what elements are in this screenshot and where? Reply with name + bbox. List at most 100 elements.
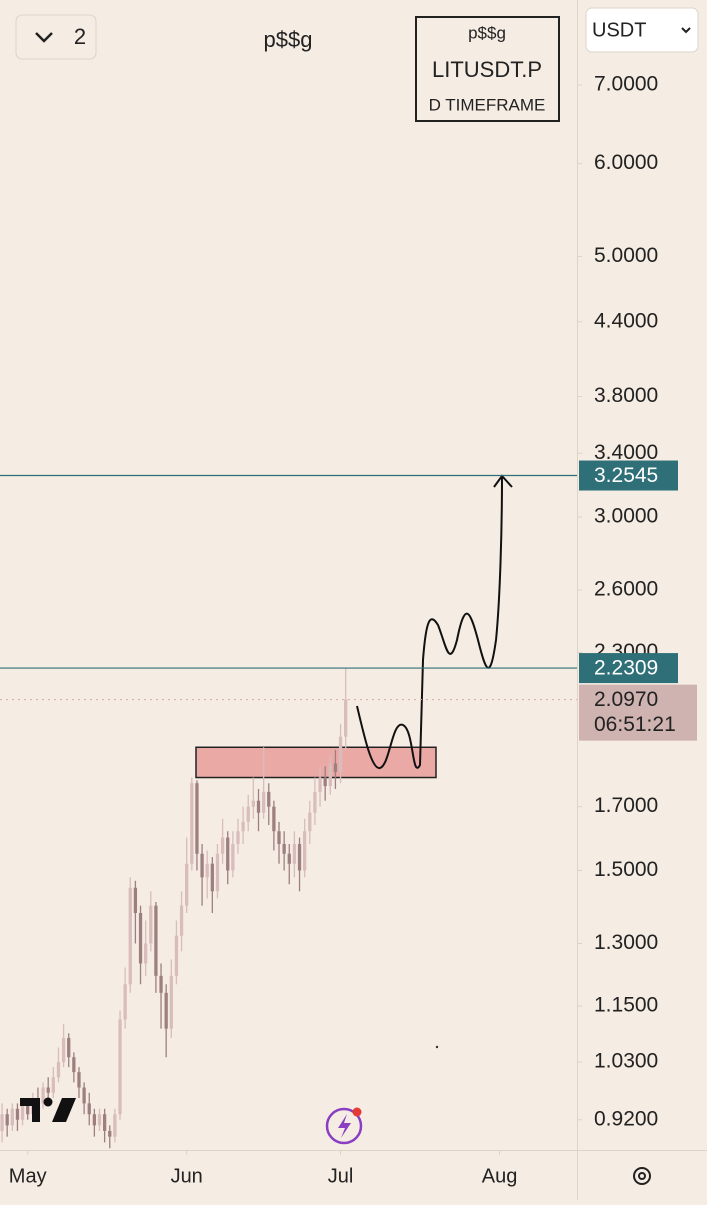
candle-body	[251, 800, 256, 807]
bolt-icon	[338, 1114, 351, 1138]
x-tick-label: Aug	[482, 1165, 518, 1187]
candle-body	[102, 1114, 107, 1131]
candle-body	[113, 1114, 117, 1137]
candle-body	[313, 791, 317, 813]
candle-body	[338, 736, 343, 772]
settings-icon-center	[638, 1172, 646, 1180]
candle-body	[344, 699, 348, 737]
y-tick-label: 2.6000	[594, 578, 658, 601]
countdown-label: 06:51:21	[594, 713, 676, 736]
price-tag-label: 2.2309	[594, 657, 658, 680]
candle-body	[287, 853, 291, 864]
candle-body	[241, 821, 245, 832]
candle-body	[210, 863, 214, 892]
last-price-tag	[579, 684, 697, 741]
y-tick-label: 1.3000	[594, 931, 658, 954]
candle-body	[144, 943, 148, 964]
x-tick-label: Jun	[171, 1165, 203, 1187]
demand-zone	[195, 746, 437, 779]
x-tick-label: May	[9, 1165, 47, 1187]
candle-body	[318, 777, 322, 792]
candle-body	[128, 887, 132, 985]
candle-body	[220, 837, 225, 854]
candle-body	[256, 800, 261, 813]
candle-body	[292, 843, 297, 864]
y-tick-label: 1.5000	[594, 858, 658, 881]
y-tick-label: 0.9200	[594, 1107, 658, 1130]
candle-body	[190, 783, 194, 864]
y-tick-label: 6.0000	[594, 151, 658, 174]
candle-body	[123, 984, 127, 1020]
candle-body	[205, 863, 209, 878]
info-watermark: p$$g	[468, 23, 506, 42]
settings-icon[interactable]	[633, 1167, 651, 1185]
candle-body	[231, 843, 235, 871]
candle-body	[67, 1037, 71, 1058]
candle-body	[323, 777, 327, 787]
candle-body	[236, 831, 240, 844]
candle-body	[118, 1019, 122, 1115]
price-tag	[579, 653, 678, 684]
candle-body	[195, 783, 199, 854]
dot	[435, 1045, 439, 1049]
candle-body	[72, 1057, 76, 1073]
quick-action-icon[interactable]	[325, 1107, 363, 1145]
candle-body	[277, 831, 281, 844]
info-symbol: LITUSDT.P	[432, 57, 542, 82]
candle-body	[46, 1087, 50, 1093]
candle-body	[159, 975, 163, 993]
tradingview-logo	[20, 1097, 76, 1122]
y-tick-label: 4.4000	[594, 309, 658, 332]
candle-body	[108, 1130, 112, 1137]
info-timeframe: D TIMEFRAME	[429, 95, 546, 114]
chart-title: p$$g	[264, 27, 313, 52]
candle-body	[10, 1108, 14, 1126]
candle-body	[261, 791, 266, 813]
y-tick-label: 1.7000	[594, 794, 658, 817]
candle-body	[0, 1114, 4, 1131]
candle-body	[5, 1114, 9, 1126]
candle-body	[138, 912, 143, 964]
candle-body	[26, 1103, 30, 1115]
candle-body	[56, 1062, 61, 1078]
candle-body	[51, 1077, 55, 1093]
price-tag-label: 3.2545	[594, 464, 658, 487]
candle-body	[185, 863, 189, 906]
info-box	[415, 16, 560, 122]
x-tick-label: Jul	[328, 1165, 354, 1187]
price-tag	[579, 460, 678, 491]
candle-body	[215, 853, 220, 892]
candle-body	[87, 1103, 91, 1115]
currency-label: USDT	[592, 19, 646, 41]
layout-button[interactable]	[15, 14, 97, 60]
y-tick-label: 7.0000	[594, 73, 658, 96]
currency-dropdown[interactable]	[585, 7, 699, 53]
y-tick-label: 3.8000	[594, 384, 658, 407]
candle-body	[303, 831, 307, 871]
y-tick-label: 1.0300	[594, 1050, 658, 1073]
chevron-icon	[35, 32, 53, 43]
y-tick-label: 3.0000	[594, 505, 658, 528]
y-tick-label: 3.4000	[594, 441, 658, 464]
candle-body	[179, 905, 184, 936]
candle-body	[164, 992, 168, 1029]
candle-body	[61, 1037, 66, 1063]
candle-body	[97, 1114, 102, 1126]
candle-body	[282, 843, 286, 854]
candle-body	[20, 1103, 25, 1120]
candle-body	[333, 763, 338, 772]
candle-body	[174, 935, 179, 976]
candle-body	[41, 1087, 45, 1104]
y-tick-label: 1.1500	[594, 994, 658, 1017]
candle-body	[82, 1087, 86, 1104]
candle-body	[15, 1108, 20, 1120]
candle-body	[92, 1114, 97, 1126]
candle-body	[267, 791, 271, 807]
candle-body	[272, 806, 276, 832]
candle-body	[226, 837, 230, 871]
candle-body	[328, 763, 332, 787]
candle-body	[200, 853, 204, 878]
projection-path	[356, 475, 503, 769]
